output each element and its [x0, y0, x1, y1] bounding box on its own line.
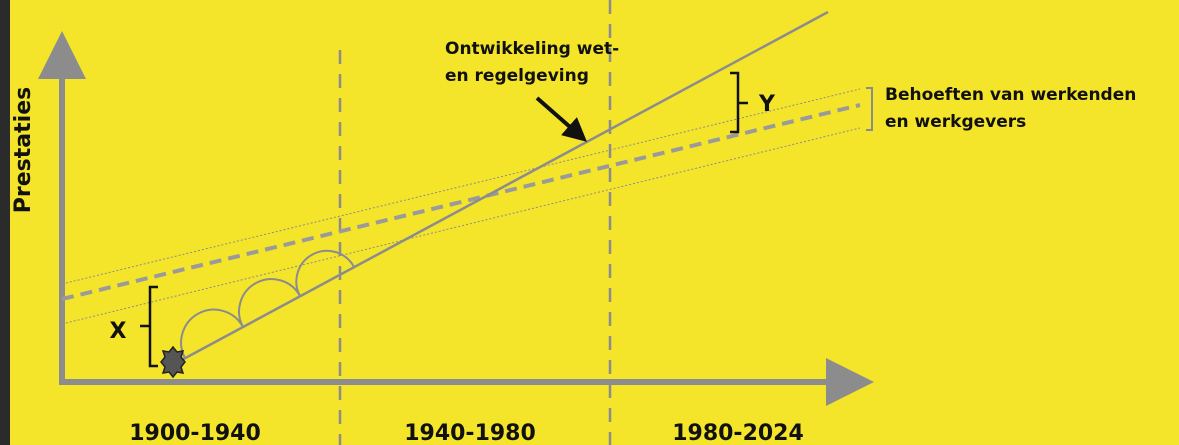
period-label: 1940-1980 [404, 421, 536, 445]
period-label: 1980-2024 [672, 421, 804, 445]
needs-label: en werkgevers [885, 112, 1026, 132]
period-label: 1900-1940 [129, 421, 261, 445]
label-x: X [110, 319, 127, 344]
diagram: X Y Behoeften van werkenden en werkgever… [0, 0, 1179, 445]
law-label: en regelgeving [445, 66, 589, 86]
gear-icon [161, 347, 185, 377]
side-strip [0, 0, 10, 445]
needs-label: Behoeften van werkenden [885, 85, 1136, 105]
label-y: Y [758, 92, 776, 117]
y-axis-label: Prestaties [11, 87, 36, 213]
law-label: Ontwikkeling wet- [445, 39, 619, 59]
background [0, 0, 1179, 445]
